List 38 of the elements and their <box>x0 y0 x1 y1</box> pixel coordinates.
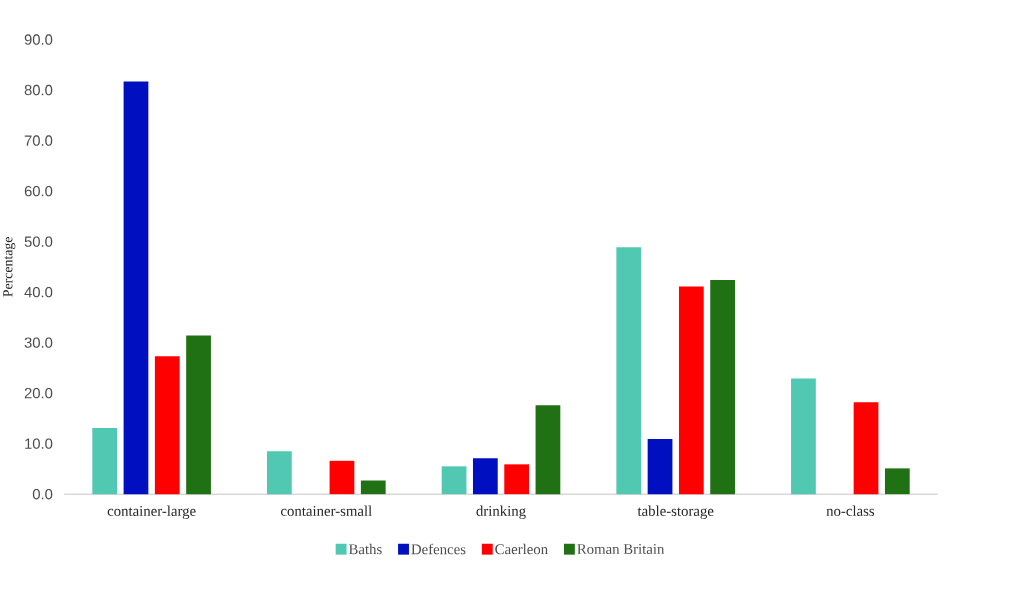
bar <box>884 468 910 495</box>
y-tick-label: 10.0 <box>25 438 53 449</box>
y-tick-label: 40.0 <box>24 286 53 298</box>
bar <box>853 402 879 495</box>
legend-label: Baths <box>348 543 382 555</box>
bar <box>791 378 816 495</box>
bar <box>616 247 642 495</box>
bar <box>472 458 498 495</box>
y-tick-label: 30.0 <box>24 337 53 348</box>
x-tick-label: table-storage <box>637 505 714 519</box>
y-tick-label: 70.0 <box>24 135 53 146</box>
x-tick-label: drinking <box>476 505 526 519</box>
bar <box>360 480 386 495</box>
y-axis-title: Percentage <box>3 237 16 297</box>
y-tick-label: 60.0 <box>24 185 53 197</box>
bar <box>329 460 355 495</box>
y-tick-label: 50.0 <box>24 236 53 247</box>
bar <box>186 335 211 495</box>
legend-label: Roman Britain <box>577 544 665 554</box>
bar <box>710 279 736 495</box>
x-tick-label: container-large <box>107 505 196 519</box>
bar <box>504 464 530 495</box>
bar <box>267 451 292 495</box>
y-tick-label: 90.0 <box>24 34 53 45</box>
y-tick-label: 20.0 <box>24 387 53 399</box>
bar <box>154 356 180 495</box>
y-tick-label: 0.0 <box>32 488 53 500</box>
bar <box>441 466 467 495</box>
x-tick-label: container-small <box>281 505 372 516</box>
y-tick-label: 80.0 <box>24 84 53 96</box>
bar <box>647 439 673 495</box>
bar <box>92 427 118 495</box>
bar <box>535 405 561 495</box>
legend-label: Caerleon <box>495 543 548 555</box>
bar <box>678 286 704 495</box>
legend-label: Defences <box>411 543 466 555</box>
x-tick-label: no-class <box>826 505 875 516</box>
bar <box>123 81 149 495</box>
